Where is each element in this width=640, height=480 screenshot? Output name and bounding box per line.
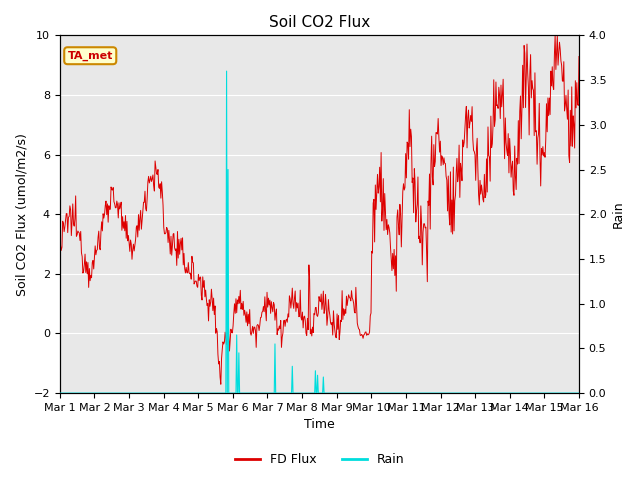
X-axis label: Time: Time bbox=[304, 419, 335, 432]
Legend: FD Flux, Rain: FD Flux, Rain bbox=[230, 448, 410, 471]
Title: Soil CO2 Flux: Soil CO2 Flux bbox=[269, 15, 370, 30]
Y-axis label: Rain: Rain bbox=[612, 201, 625, 228]
Y-axis label: Soil CO2 Flux (umol/m2/s): Soil CO2 Flux (umol/m2/s) bbox=[15, 133, 28, 296]
Text: TA_met: TA_met bbox=[68, 50, 113, 61]
